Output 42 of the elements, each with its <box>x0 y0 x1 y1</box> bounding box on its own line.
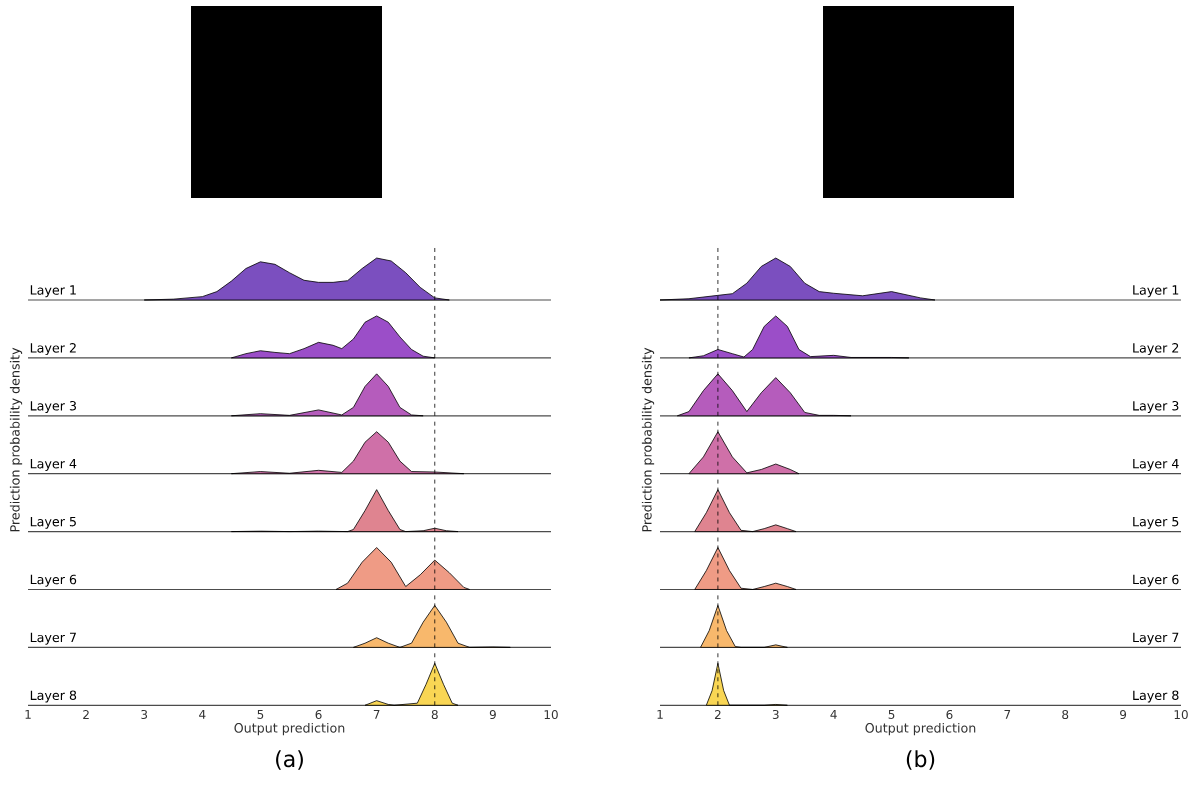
x-tick-label: 8 <box>431 709 438 720</box>
text: (a) <box>276 750 303 770</box>
x-tick-label: 7 <box>373 710 380 719</box>
text: Layer 8 <box>1133 690 1179 703</box>
text: Layer 5 <box>1133 516 1179 529</box>
text: Layer 4 <box>1133 459 1179 471</box>
text: Layer 6 <box>30 574 77 587</box>
text: Layer 1 <box>30 285 76 298</box>
y-axis-title: Prediction probability density <box>9 347 23 532</box>
x-tick-label: 3 <box>141 709 148 720</box>
x-tick-label: 1 <box>25 710 31 719</box>
x-tick-label: 5 <box>888 710 895 719</box>
text: Layer 8 <box>30 690 77 703</box>
x-axis-title: Output prediction <box>234 722 345 736</box>
x-tick-label: 5 <box>257 710 264 719</box>
text: Layer 2 <box>30 343 76 356</box>
x-tick-label: 6 <box>946 709 953 720</box>
x-tick-label: 7 <box>1004 710 1011 719</box>
text: Layer 3 <box>30 400 76 414</box>
x-tick-label: 2 <box>83 709 89 719</box>
x-tick-label: 9 <box>1120 709 1127 720</box>
text: Layer 4 <box>30 459 77 471</box>
text: Layer 6 <box>1133 574 1179 587</box>
text: Layer 7 <box>1133 632 1179 645</box>
y-axis-title: Prediction probability density <box>641 347 655 532</box>
x-tick-label: 10 <box>1174 709 1188 720</box>
text: Layer 2 <box>1133 343 1179 356</box>
x-tick-label: 4 <box>830 710 837 719</box>
text: Layer 3 <box>1133 400 1179 414</box>
x-axis-title: Output prediction <box>865 722 976 736</box>
x-tick-label: 2 <box>714 709 721 719</box>
text: Layer 5 <box>30 516 76 529</box>
x-tick-label: 9 <box>489 709 496 720</box>
x-tick-label: 8 <box>1062 709 1069 720</box>
text: (b) <box>906 750 935 770</box>
x-tick-label: 6 <box>315 709 322 720</box>
x-tick-label: 1 <box>657 710 663 719</box>
text: Layer 1 <box>1133 285 1179 298</box>
x-tick-label: 10 <box>544 709 558 720</box>
x-tick-label: 3 <box>772 709 779 720</box>
text: Layer 7 <box>30 632 76 645</box>
x-tick-label: 4 <box>199 710 206 719</box>
